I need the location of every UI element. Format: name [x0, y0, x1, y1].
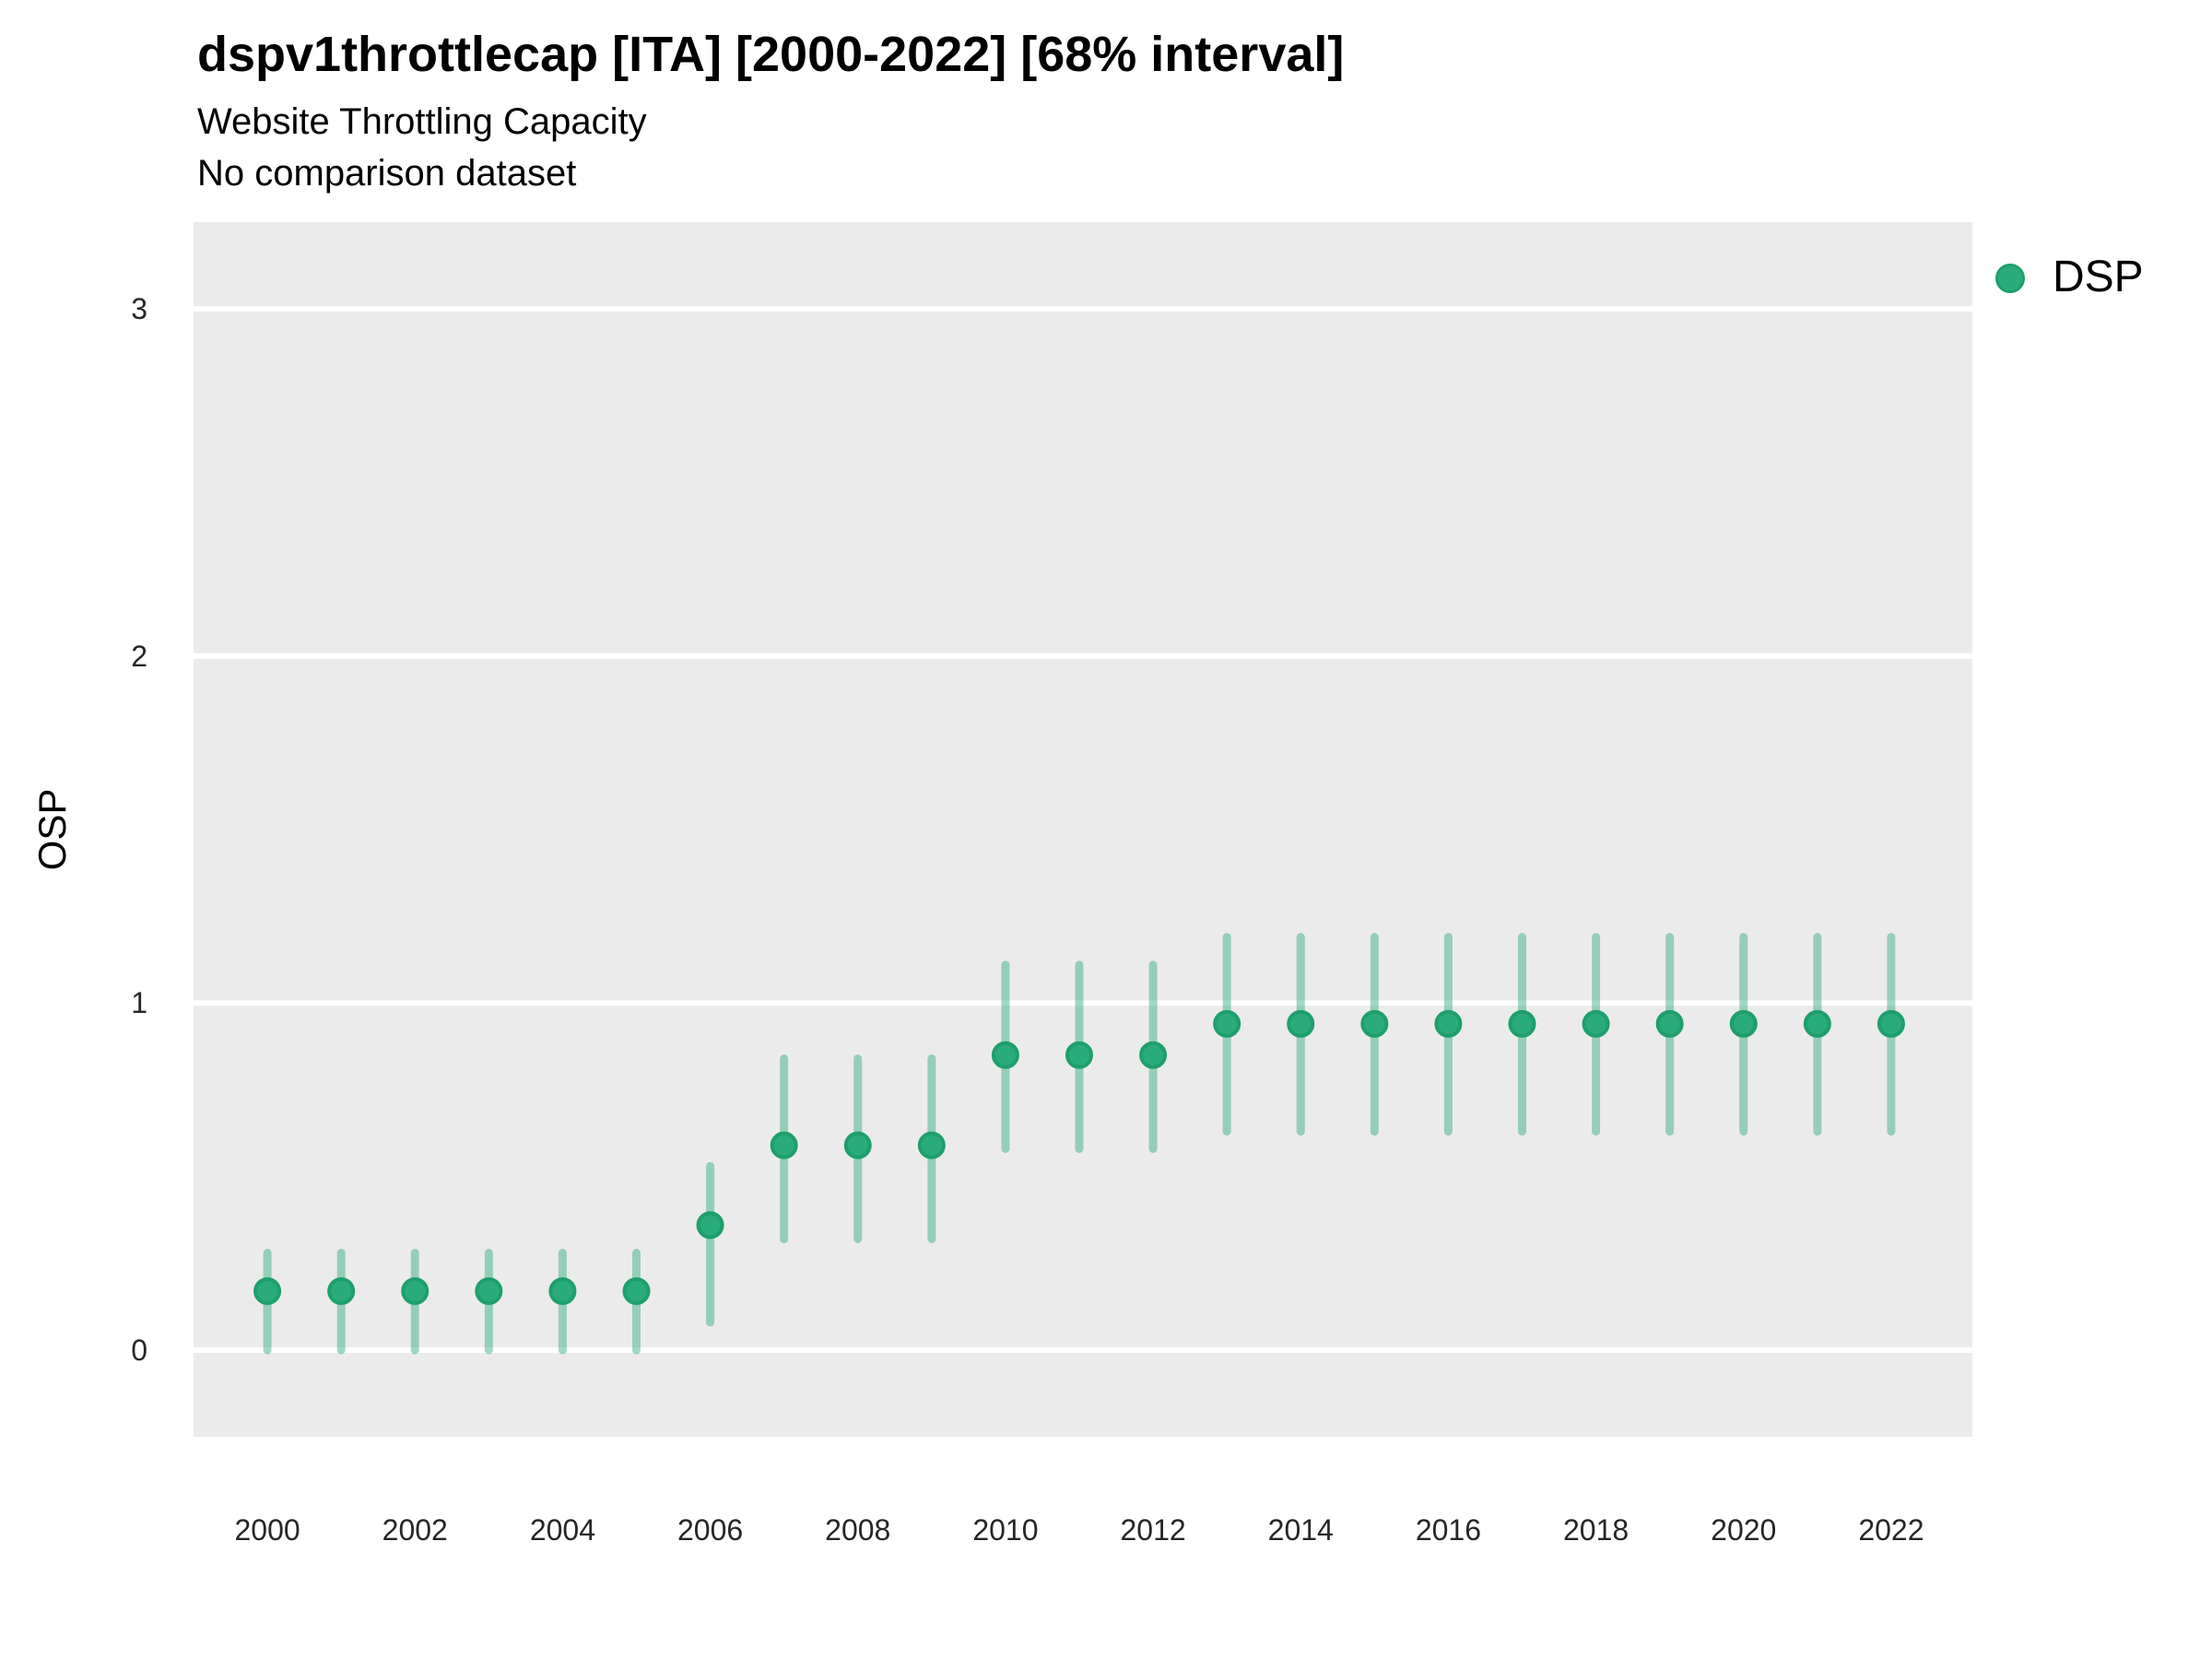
- data-point: [843, 1131, 872, 1159]
- plot-svg: [194, 306, 1972, 1355]
- data-point: [253, 1277, 282, 1305]
- y-axis-title: OSP: [30, 788, 74, 871]
- data-point: [548, 1277, 577, 1305]
- x-tick-label: 2018: [1562, 1513, 1630, 1547]
- data-point: [917, 1131, 946, 1159]
- x-tick-label: 2004: [529, 1513, 595, 1547]
- data-point: [770, 1131, 798, 1159]
- y-tick-label: 2: [131, 639, 147, 673]
- x-tick-label: 2022: [1858, 1513, 1924, 1547]
- data-point: [401, 1277, 429, 1305]
- x-tick-label: 2020: [1711, 1513, 1777, 1547]
- data-point: [1139, 1041, 1168, 1069]
- data-point: [991, 1041, 1019, 1069]
- x-tick-label: 2008: [825, 1513, 891, 1547]
- plot-panel: [194, 222, 1972, 1437]
- data-point: [1729, 1009, 1758, 1038]
- data-point: [1213, 1009, 1241, 1038]
- x-tick-label: 2000: [234, 1513, 300, 1547]
- data-point: [1508, 1009, 1536, 1038]
- data-point: [622, 1277, 651, 1305]
- data-point: [696, 1211, 724, 1240]
- chart-caption: No comparison dataset: [197, 153, 577, 194]
- data-point: [1877, 1009, 1905, 1038]
- x-tick-label: 2010: [972, 1513, 1039, 1547]
- y-tick-label: 0: [131, 1333, 147, 1367]
- data-point: [1434, 1009, 1463, 1038]
- x-axis-labels: 2000 2002 2004 2006 2008 2010 2012 2014 2016 2018…: [194, 1512, 1972, 1552]
- chart-title: dspv1throttlecap [ITA] [2000-2022] [68% …: [197, 27, 1345, 82]
- chart-subtitle: Website Throttling Capacity: [197, 101, 647, 142]
- data-point: [1065, 1041, 1093, 1069]
- x-tick-label: 2006: [677, 1513, 744, 1547]
- x-tick-label: 2002: [382, 1513, 448, 1547]
- data-point: [1582, 1009, 1610, 1038]
- y-tick-label: 1: [131, 986, 147, 1020]
- legend-circle-icon: [1995, 264, 2025, 293]
- data-point: [1655, 1009, 1684, 1038]
- x-tick-label: 2014: [1267, 1513, 1334, 1547]
- data-point: [1360, 1009, 1389, 1038]
- legend-label: DSP: [2053, 253, 2144, 301]
- data-point: [1803, 1009, 1831, 1038]
- x-tick-label: 2012: [1120, 1513, 1186, 1547]
- x-tick-label: 2016: [1415, 1513, 1481, 1547]
- data-point: [327, 1277, 356, 1305]
- data-point: [1287, 1009, 1315, 1038]
- data-point: [475, 1277, 503, 1305]
- y-tick-label: 3: [131, 292, 147, 326]
